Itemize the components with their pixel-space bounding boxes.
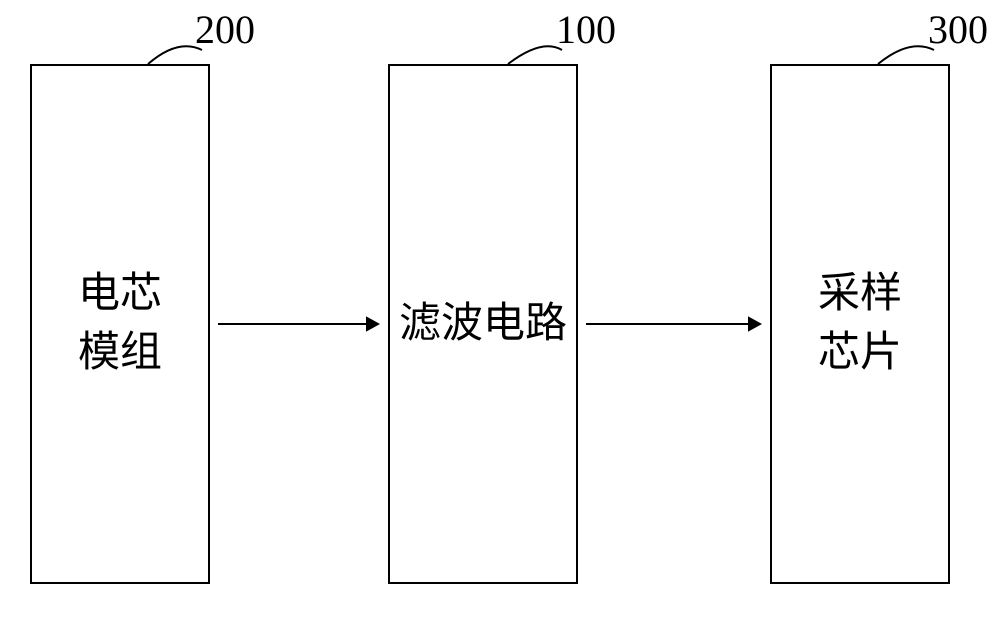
box-box300: 采样 芯片 bbox=[770, 64, 950, 584]
box-text-box300: 采样 芯片 bbox=[818, 265, 902, 383]
box-text-box200: 电芯 模组 bbox=[78, 265, 162, 383]
box-box100: 滤波电路 bbox=[388, 64, 578, 584]
ref-label-300: 300 bbox=[928, 6, 988, 53]
box-box200: 电芯 模组 bbox=[30, 64, 210, 584]
ref-label-100: 100 bbox=[556, 6, 616, 53]
ref-label-200: 200 bbox=[195, 6, 255, 53]
box-text-box100: 滤波电路 bbox=[399, 295, 567, 354]
